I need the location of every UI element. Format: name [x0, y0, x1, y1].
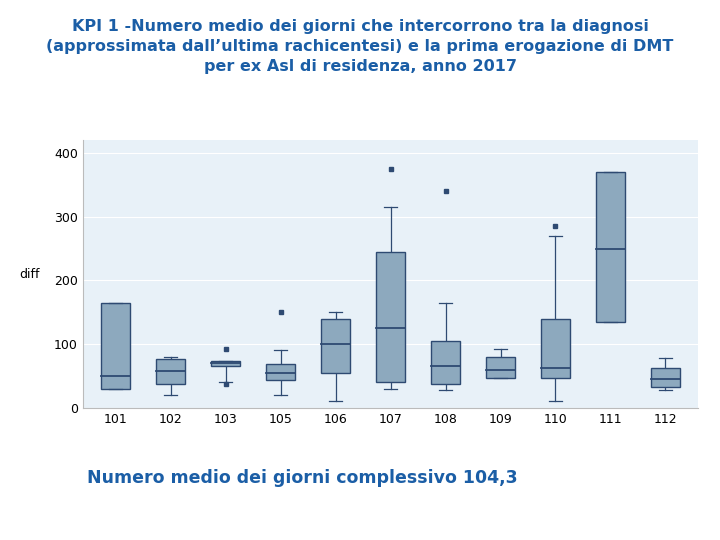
FancyBboxPatch shape: [596, 172, 625, 322]
Text: Numero medio dei giorni complessivo 104,3: Numero medio dei giorni complessivo 104,…: [87, 469, 518, 487]
FancyBboxPatch shape: [486, 357, 515, 378]
Text: KPI 1 -Numero medio dei giorni che intercorrono tra la diagnosi
(approssimata da: KPI 1 -Numero medio dei giorni che inter…: [46, 19, 674, 73]
FancyBboxPatch shape: [212, 361, 240, 366]
FancyBboxPatch shape: [321, 319, 350, 373]
FancyBboxPatch shape: [651, 368, 680, 387]
FancyBboxPatch shape: [266, 364, 295, 380]
Y-axis label: diff: diff: [19, 267, 40, 281]
FancyBboxPatch shape: [102, 303, 130, 389]
FancyBboxPatch shape: [377, 252, 405, 382]
FancyBboxPatch shape: [431, 341, 460, 383]
FancyBboxPatch shape: [156, 359, 185, 383]
FancyBboxPatch shape: [541, 319, 570, 378]
